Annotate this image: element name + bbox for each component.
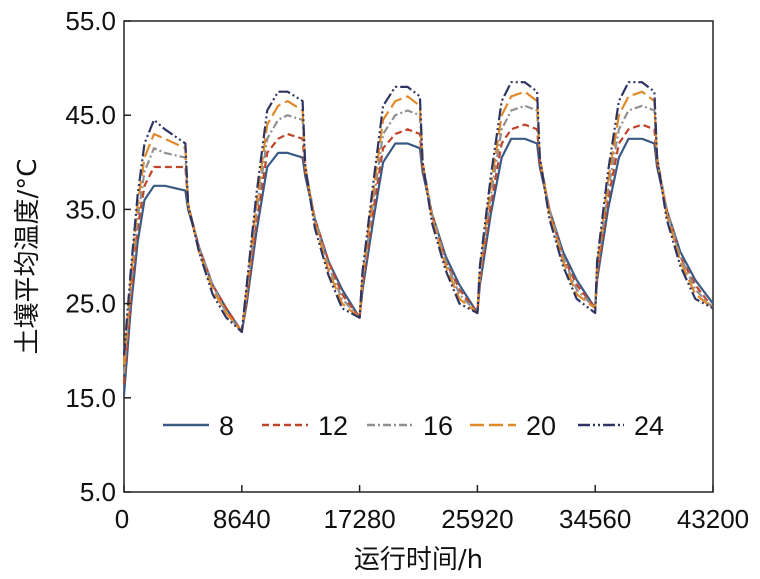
y-tick-label: 25.0 [65, 289, 116, 319]
y-tick-label: 45.0 [65, 100, 116, 130]
y-tick-label: 5.0 [80, 477, 116, 507]
x-tick-label: 34560 [559, 504, 631, 534]
x-tick-label: 43200 [677, 504, 749, 534]
series-layer [122, 81, 714, 396]
series-line-20 [122, 90, 714, 365]
x-tick-label: 0 [115, 504, 129, 534]
x-tick-label: 17280 [323, 504, 395, 534]
legend-label-8: 8 [219, 411, 234, 441]
legend: 8 12 16 20 24 [163, 411, 664, 441]
x-axis-ticks: 0 8640 17280 25920 34560 43200 [115, 485, 749, 534]
x-tick-label: 25920 [441, 504, 513, 534]
legend-label-20: 20 [526, 411, 556, 441]
y-axis-label: 土壤平均温度/°C [13, 159, 43, 355]
legend-label-16: 16 [423, 411, 453, 441]
series-line-12 [122, 123, 714, 384]
x-tick-label: 8640 [213, 504, 271, 534]
y-tick-label: 35.0 [65, 194, 116, 224]
series-line-8 [122, 137, 714, 396]
series-line-24 [122, 81, 714, 356]
x-axis-label: 运行时间/h [354, 545, 483, 575]
y-axis-ticks: 5.0 15.0 25.0 35.0 45.0 55.0 [65, 6, 131, 507]
plot-area-frame [123, 20, 714, 493]
legend-label-12: 12 [318, 411, 348, 441]
legend-label-24: 24 [634, 411, 664, 441]
y-tick-label: 55.0 [65, 6, 116, 36]
y-tick-label: 15.0 [65, 383, 116, 413]
